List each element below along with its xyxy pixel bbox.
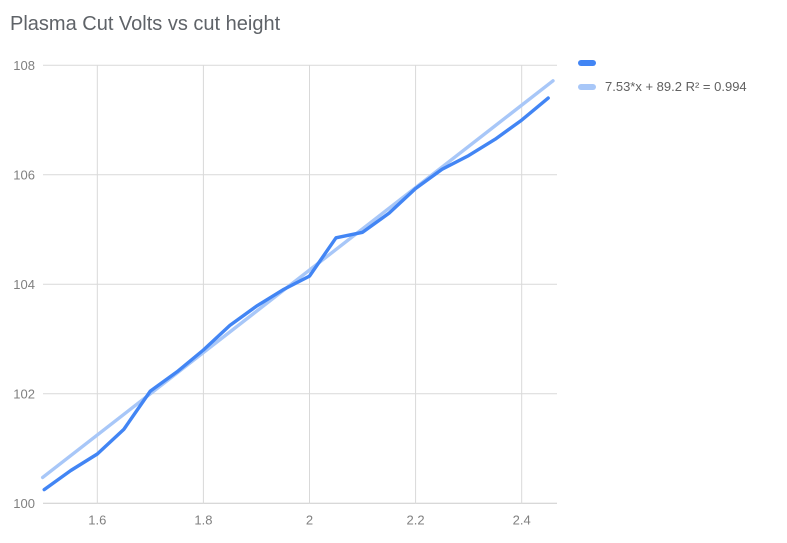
y-tick-label: 102 xyxy=(13,386,35,401)
x-tick-label: 1.8 xyxy=(194,512,212,527)
series-swatch-icon xyxy=(578,59,596,66)
trendline xyxy=(40,79,555,480)
x-tick-label: 2.2 xyxy=(407,512,425,527)
x-tick-label: 1.6 xyxy=(88,512,106,527)
x-tick-label: 2 xyxy=(306,512,313,527)
legend-trendline-label: 7.53*x + 89.2 R² = 0.994 xyxy=(605,79,747,94)
y-tick-label: 108 xyxy=(13,58,35,73)
trendline-swatch-icon xyxy=(578,83,596,90)
legend: 7.53*x + 89.2 R² = 0.994 xyxy=(578,57,747,94)
series-line xyxy=(42,96,550,492)
chart-title: Plasma Cut Volts vs cut height xyxy=(10,13,281,35)
y-tick-label: 104 xyxy=(13,277,35,292)
y-tick-label: 100 xyxy=(13,496,35,511)
x-tick-label: 2.4 xyxy=(513,512,531,527)
legend-item-trendline: 7.53*x + 89.2 R² = 0.994 xyxy=(578,79,747,94)
y-tick-label: 106 xyxy=(13,167,35,182)
legend-item-series xyxy=(578,57,747,68)
